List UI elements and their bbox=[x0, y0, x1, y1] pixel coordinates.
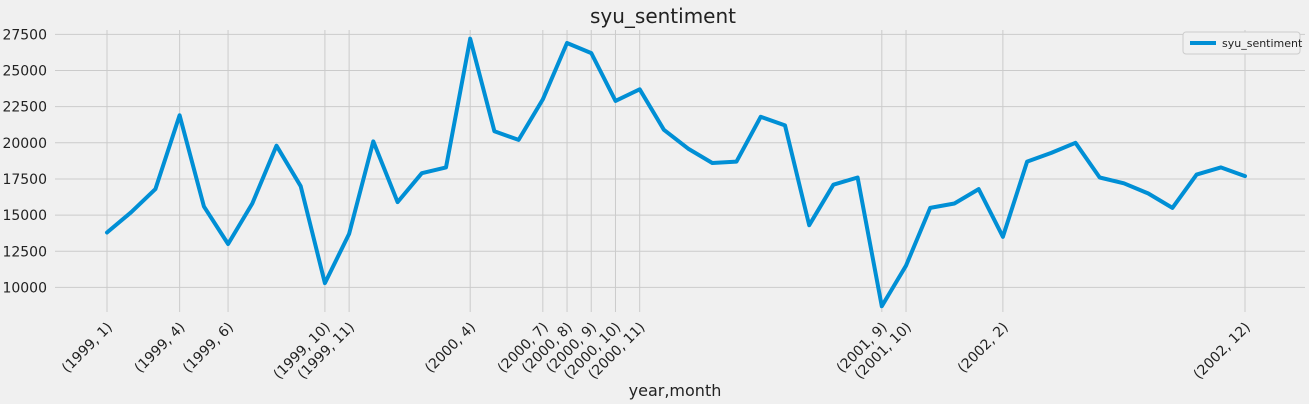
y-tick-label: 12500 bbox=[2, 244, 47, 260]
grid bbox=[55, 30, 1305, 312]
legend-box bbox=[1182, 31, 1301, 55]
x-tick-label: (1999, 4) bbox=[132, 320, 189, 377]
y-tick-label: 15000 bbox=[2, 208, 47, 224]
series-layer bbox=[105, 36, 1247, 309]
x-tick-label: (2000, 4) bbox=[422, 320, 479, 377]
y-tick-label: 25000 bbox=[2, 63, 47, 79]
y-tick-label: 10000 bbox=[2, 280, 47, 296]
x-tick-label: (1999, 1) bbox=[59, 320, 116, 377]
x-tick-label: (1999, 6) bbox=[180, 320, 237, 377]
chart-title: syu_sentiment bbox=[590, 4, 736, 28]
legend: syu_sentiment bbox=[1182, 31, 1303, 55]
legend-label: syu_sentiment bbox=[1222, 37, 1303, 50]
y-tick-label: 27500 bbox=[2, 27, 47, 43]
y-tick-label: 20000 bbox=[2, 136, 47, 152]
x-axis-label: year,month bbox=[629, 381, 722, 400]
series-line bbox=[105, 36, 1247, 309]
x-tick-label: (2002, 12) bbox=[1191, 320, 1254, 383]
y-axis: 10000 12500 15000 17500 20000 22500 25000 27500 bbox=[2, 27, 47, 296]
x-axis: (1999, 1) (1999, 4)(1999, 6) (1999, 10)(19… bbox=[59, 320, 1254, 383]
y-tick-label: 17500 bbox=[2, 172, 47, 188]
y-tick-label: 22500 bbox=[2, 100, 47, 116]
x-tick-label: (2002, 2) bbox=[955, 320, 1012, 377]
